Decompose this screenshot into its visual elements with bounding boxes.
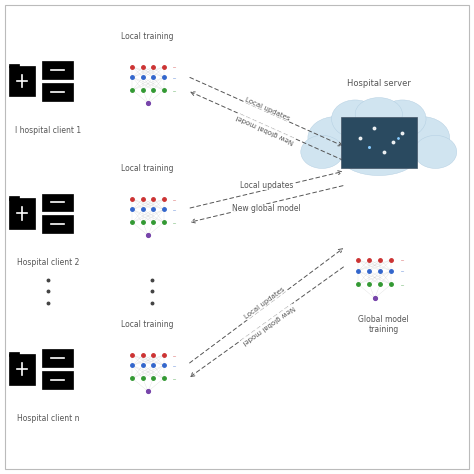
Text: ...: ...	[172, 207, 177, 212]
FancyBboxPatch shape	[341, 118, 417, 167]
Ellipse shape	[341, 138, 417, 175]
FancyBboxPatch shape	[42, 215, 73, 233]
Text: ...: ...	[172, 74, 177, 80]
Text: ...: ...	[172, 363, 177, 368]
Text: ...: ...	[172, 88, 177, 92]
Text: Local training: Local training	[121, 164, 173, 173]
FancyBboxPatch shape	[9, 66, 35, 96]
Text: Local training: Local training	[121, 320, 173, 329]
Text: Global model
training: Global model training	[358, 315, 409, 334]
Text: Hospital client 2: Hospital client 2	[17, 258, 79, 267]
FancyBboxPatch shape	[9, 64, 19, 67]
FancyBboxPatch shape	[42, 61, 73, 79]
FancyBboxPatch shape	[42, 193, 73, 211]
Text: Hospital client n: Hospital client n	[17, 414, 79, 423]
Text: ...: ...	[172, 64, 177, 69]
Text: New global model: New global model	[241, 304, 295, 345]
Text: New global model: New global model	[236, 113, 295, 144]
FancyBboxPatch shape	[9, 354, 35, 385]
FancyBboxPatch shape	[42, 349, 73, 367]
Text: Local updates: Local updates	[244, 286, 286, 320]
Text: I hospital client 1: I hospital client 1	[15, 126, 81, 135]
Text: ...: ...	[400, 268, 405, 273]
Ellipse shape	[393, 117, 450, 159]
Text: New global model: New global model	[232, 204, 301, 213]
Ellipse shape	[355, 98, 402, 131]
Text: ...: ...	[172, 353, 177, 357]
Text: Local training: Local training	[121, 32, 173, 41]
FancyBboxPatch shape	[42, 83, 73, 101]
Text: ...: ...	[400, 282, 405, 287]
Ellipse shape	[331, 100, 379, 138]
Ellipse shape	[331, 114, 426, 171]
Text: Local updates: Local updates	[240, 181, 293, 190]
Text: ...: ...	[172, 376, 177, 381]
Ellipse shape	[414, 136, 457, 168]
Text: ...: ...	[400, 257, 405, 262]
FancyBboxPatch shape	[9, 352, 19, 356]
FancyBboxPatch shape	[5, 5, 469, 469]
Text: Hospital server: Hospital server	[347, 79, 410, 88]
Ellipse shape	[308, 117, 365, 159]
Text: ...: ...	[172, 220, 177, 225]
FancyBboxPatch shape	[9, 196, 19, 200]
FancyBboxPatch shape	[9, 198, 35, 229]
Text: ...: ...	[172, 197, 177, 201]
FancyBboxPatch shape	[42, 371, 73, 389]
Ellipse shape	[301, 136, 343, 168]
Ellipse shape	[379, 100, 426, 138]
Text: Local updates: Local updates	[245, 96, 291, 122]
